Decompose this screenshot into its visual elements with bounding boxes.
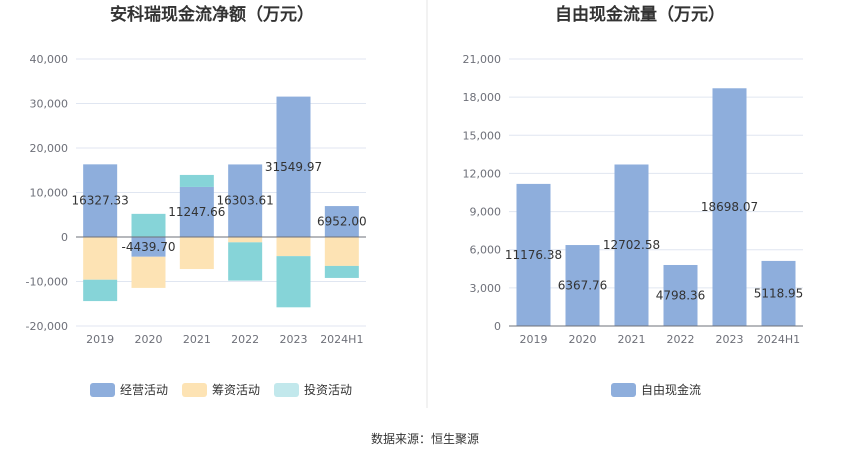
chart-left-ytick-label: 10,000	[30, 187, 69, 200]
chart-left-title: 安科瑞现金流净额（万元）	[110, 4, 314, 25]
chart-left-data-label: -4439.70	[122, 240, 176, 254]
chart-left-xtick-label: 2024H1	[320, 333, 363, 346]
chart-right-data-label: 6367.76	[558, 279, 608, 293]
chart-right-legend-label: 自由现金流	[641, 382, 701, 397]
chart-left-bar-s1	[179, 237, 214, 270]
chart-left-ytick-label: -20,000	[26, 320, 68, 333]
chart-left-bar-s1	[276, 237, 311, 257]
chart-right-ytick-label: 9,000	[470, 206, 502, 219]
chart-right-xtick-label: 2021	[618, 333, 646, 346]
chart-left-bar-s2	[179, 174, 214, 187]
chart-left-bar-s0	[131, 237, 166, 257]
chart-left-xtick-label: 2019	[86, 333, 114, 346]
chart-left: -20,000 -10,000 0 10,000 20,000 30,000 40,000 2…	[26, 53, 367, 397]
chart-left-bar-s0	[228, 164, 263, 237]
chart-left-legend-swatch	[274, 383, 299, 397]
chart-left-bar-s1	[324, 237, 359, 266]
chart-left-ytick-label: 20,000	[30, 142, 69, 155]
chart-left-ytick-label: 40,000	[30, 53, 69, 66]
chart-left-xtick-label: 2020	[135, 333, 163, 346]
chart-right-ytick-label: 18,000	[463, 91, 502, 104]
chart-left-data-label: 6952.00	[317, 215, 367, 229]
chart-right-bar-s0	[761, 260, 796, 326]
chart-right-bar-s0	[565, 245, 600, 326]
chart-right-ytick-label: 15,000	[463, 129, 502, 142]
chart-right-ytick-label: 21,000	[463, 53, 502, 66]
chart-left-legend-swatch	[90, 383, 115, 397]
chart-right-xtick-label: 2020	[569, 333, 597, 346]
chart-left-bar-s0	[276, 96, 311, 237]
chart-left-bar-s1	[83, 237, 118, 280]
data-source: 数据来源：恒生聚源	[371, 431, 479, 446]
chart-left-bar-s2	[276, 256, 311, 308]
chart-right-ytick-label: 3,000	[470, 282, 502, 295]
chart-left-data-label: 16303.61	[217, 194, 274, 208]
chart-right-data-label: 11176.38	[505, 248, 562, 262]
chart-right-ytick-label: 6,000	[470, 244, 502, 257]
chart-left-ytick-label: 30,000	[30, 98, 69, 111]
chart-left-bar-s2	[83, 279, 118, 302]
chart-right-data-label: 18698.07	[701, 200, 758, 214]
chart-right-legend-swatch	[611, 383, 636, 397]
chart-right-bar-s0	[614, 164, 649, 326]
chart-left-bar-s2	[228, 242, 263, 281]
chart-left-ytick-label: 0	[61, 231, 68, 244]
chart-right-bar-s0	[712, 88, 747, 326]
chart-right-xtick-label: 2023	[716, 333, 744, 346]
chart-left-bar-s0	[179, 186, 214, 237]
chart-left-bar-s0	[83, 164, 118, 237]
chart-right-data-label: 5118.95	[754, 286, 804, 300]
chart-left-data-label: 16327.33	[72, 194, 129, 208]
chart-left-legend-label: 经营活动	[120, 383, 168, 397]
chart-left-bar-s1	[228, 237, 263, 243]
chart-left-bar-s0	[324, 206, 359, 237]
chart-left-ytick-label: -10,000	[26, 276, 68, 289]
chart-left-data-label: 31549.97	[265, 160, 322, 174]
chart-right-xtick-label: 2019	[520, 333, 548, 346]
chart-left-legend-label: 投资活动	[304, 382, 352, 397]
chart-right-xtick-label: 2024H1	[757, 333, 800, 346]
chart-right-bar-s0	[516, 183, 551, 326]
chart-left-xtick-label: 2021	[183, 333, 211, 346]
chart-right-title: 自由现金流量（万元）	[555, 4, 725, 25]
chart-left-legend-label: 筹资活动	[212, 383, 260, 397]
chart-left-bar-s1	[131, 256, 166, 288]
chart-right-data-label: 12702.58	[603, 238, 660, 252]
chart-left-xtick-label: 2022	[231, 333, 259, 346]
chart-right-bar-s0	[663, 264, 698, 326]
chart-left-bar-s2	[131, 213, 166, 237]
chart-right-xtick-label: 2022	[667, 333, 695, 346]
chart-right-ytick-label: 0	[494, 320, 501, 333]
chart-right-ytick-label: 12,000	[463, 167, 502, 180]
chart-left-legend-swatch	[182, 383, 207, 397]
chart-left-bar-s2	[324, 265, 359, 278]
chart-left-xtick-label: 2023	[280, 333, 308, 346]
chart-right-data-label: 4798.36	[656, 288, 706, 302]
chart-right: 0 3,000 6,000 9,000 12,000 15,000 18,000 21,000…	[463, 53, 804, 397]
chart-left-data-label: 11247.66	[168, 205, 225, 219]
